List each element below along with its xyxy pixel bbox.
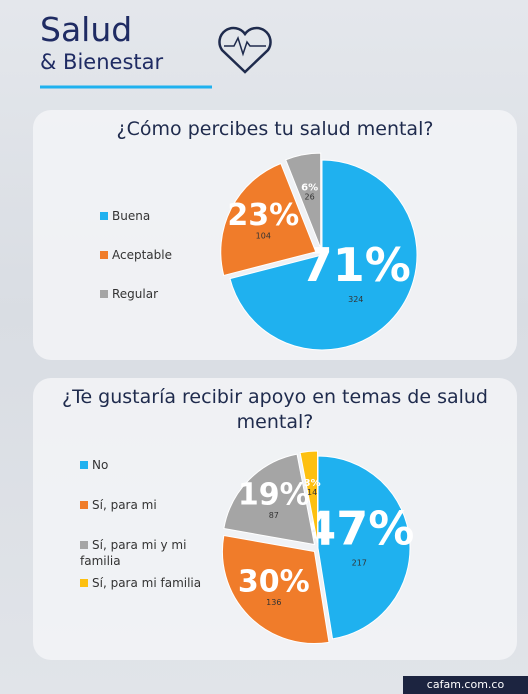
legend-item: Buena — [100, 208, 225, 224]
legend-swatch — [100, 212, 108, 220]
percent-label: 30% — [238, 565, 310, 600]
legend-item: Sí, para mi familia — [80, 575, 205, 591]
legend-swatch — [100, 290, 108, 298]
legend-label: Aceptable — [112, 248, 172, 262]
percent-label: 47% — [304, 502, 414, 556]
legend-label: Sí, para mi familia — [92, 576, 201, 590]
percent-label: 23% — [227, 198, 299, 233]
chart-title: ¿Te gustaría recibir apoyo en temas de s… — [60, 385, 490, 435]
legend-swatch — [80, 541, 88, 549]
header-title: Salud — [40, 12, 132, 48]
legend-swatch — [80, 501, 88, 509]
header-subtitle: & Bienestar — [40, 50, 163, 74]
legend-item: Sí, para mi y mi familia — [80, 537, 205, 569]
legend-item: Regular — [100, 286, 225, 302]
legend-label: No — [92, 458, 108, 472]
legend-label: Regular — [112, 287, 158, 301]
count-label: 87 — [269, 511, 279, 520]
legend-swatch — [80, 579, 88, 587]
count-label: 217 — [352, 558, 367, 567]
count-label: 136 — [266, 598, 281, 607]
count-label: 324 — [348, 295, 363, 304]
percent-label: 71% — [301, 238, 411, 292]
chart-title: ¿Cómo percibes tu salud mental? — [60, 117, 490, 142]
page: 71%32423%1046%2647%21730%13619%873%14 Sa… — [0, 0, 528, 694]
legend-item: Aceptable — [100, 247, 225, 263]
percent-label: 19% — [238, 477, 310, 512]
pulse-icon — [224, 38, 266, 54]
count-label: 14 — [307, 488, 317, 497]
count-label: 26 — [305, 192, 315, 201]
legend-item: Sí, para mi — [80, 497, 205, 513]
legend-swatch — [80, 461, 88, 469]
legend-label: Buena — [112, 209, 150, 223]
legend-swatch — [100, 251, 108, 259]
legend-label: Sí, para mi — [92, 498, 157, 512]
legend-item: No — [80, 457, 205, 473]
legend-label: Sí, para mi y mi familia — [80, 538, 186, 568]
count-label: 104 — [256, 232, 271, 241]
footer: cafam.com.co — [403, 676, 528, 694]
